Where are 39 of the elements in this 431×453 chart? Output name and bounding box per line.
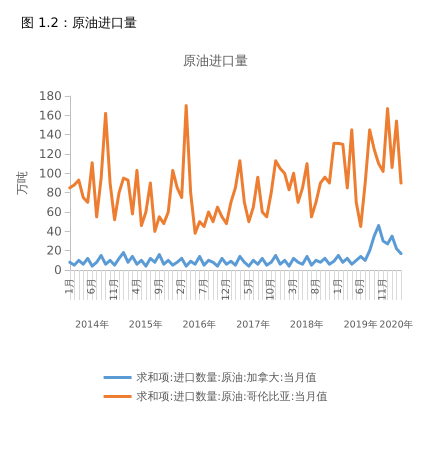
x-tick-label: 6月 — [355, 278, 366, 294]
y-tick-label: 0 — [54, 263, 62, 277]
x-tick-label: 4月 — [131, 278, 142, 294]
text: 2019年 — [344, 318, 378, 330]
legend-label: 求和项:进口数量:原油:哥伦比亚:当月值 — [136, 390, 328, 403]
x-tick-label: 3月 — [288, 278, 300, 294]
chart-title: 图 1.2：原油进口量 — [21, 16, 137, 31]
text: 2015年 — [128, 318, 163, 330]
text: 2020年 — [379, 318, 414, 330]
text: 2018年 — [290, 318, 324, 330]
x-tick-label: 6月 — [86, 278, 98, 294]
text: 2016年 — [182, 318, 217, 330]
x-tick-label: 5月 — [243, 278, 254, 294]
y-axis-title: 万吨 — [15, 171, 29, 195]
x-tick-label: 11月 — [378, 278, 389, 301]
chart-subtitle: 原油进口量 — [183, 54, 248, 69]
x-tick-label: 7月 — [198, 278, 210, 294]
x-tick-label: 2月 — [176, 278, 188, 294]
line-series — [68, 224, 402, 268]
x-tick-label: 8月 — [310, 278, 322, 294]
y-tick-label: 180 — [38, 89, 62, 103]
x-tick-label: 10月 — [266, 278, 277, 301]
x-tick-label: 11月 — [109, 278, 120, 301]
y-tick-label: 40 — [46, 224, 62, 238]
line-series — [68, 104, 402, 235]
text: 2014年 — [75, 318, 110, 330]
y-tick-label: 120 — [38, 147, 62, 161]
y-tick-label: 80 — [46, 186, 62, 200]
y-tick-label: 140 — [38, 128, 62, 142]
x-tick-label: 9月 — [154, 278, 165, 294]
x-tick-label: 1月 — [64, 278, 76, 294]
x-tick-label: 12月 — [220, 278, 232, 301]
x-tick-label: 1月 — [332, 278, 344, 294]
legend-label: 求和项:进口数量:原油:加拿大:当月值 — [136, 371, 316, 384]
text: 2017年 — [236, 318, 270, 330]
y-tick-label: 20 — [46, 244, 62, 258]
y-tick-label: 160 — [38, 108, 62, 122]
y-tick-label: 100 — [38, 166, 62, 180]
y-tick-label: 60 — [46, 205, 62, 219]
